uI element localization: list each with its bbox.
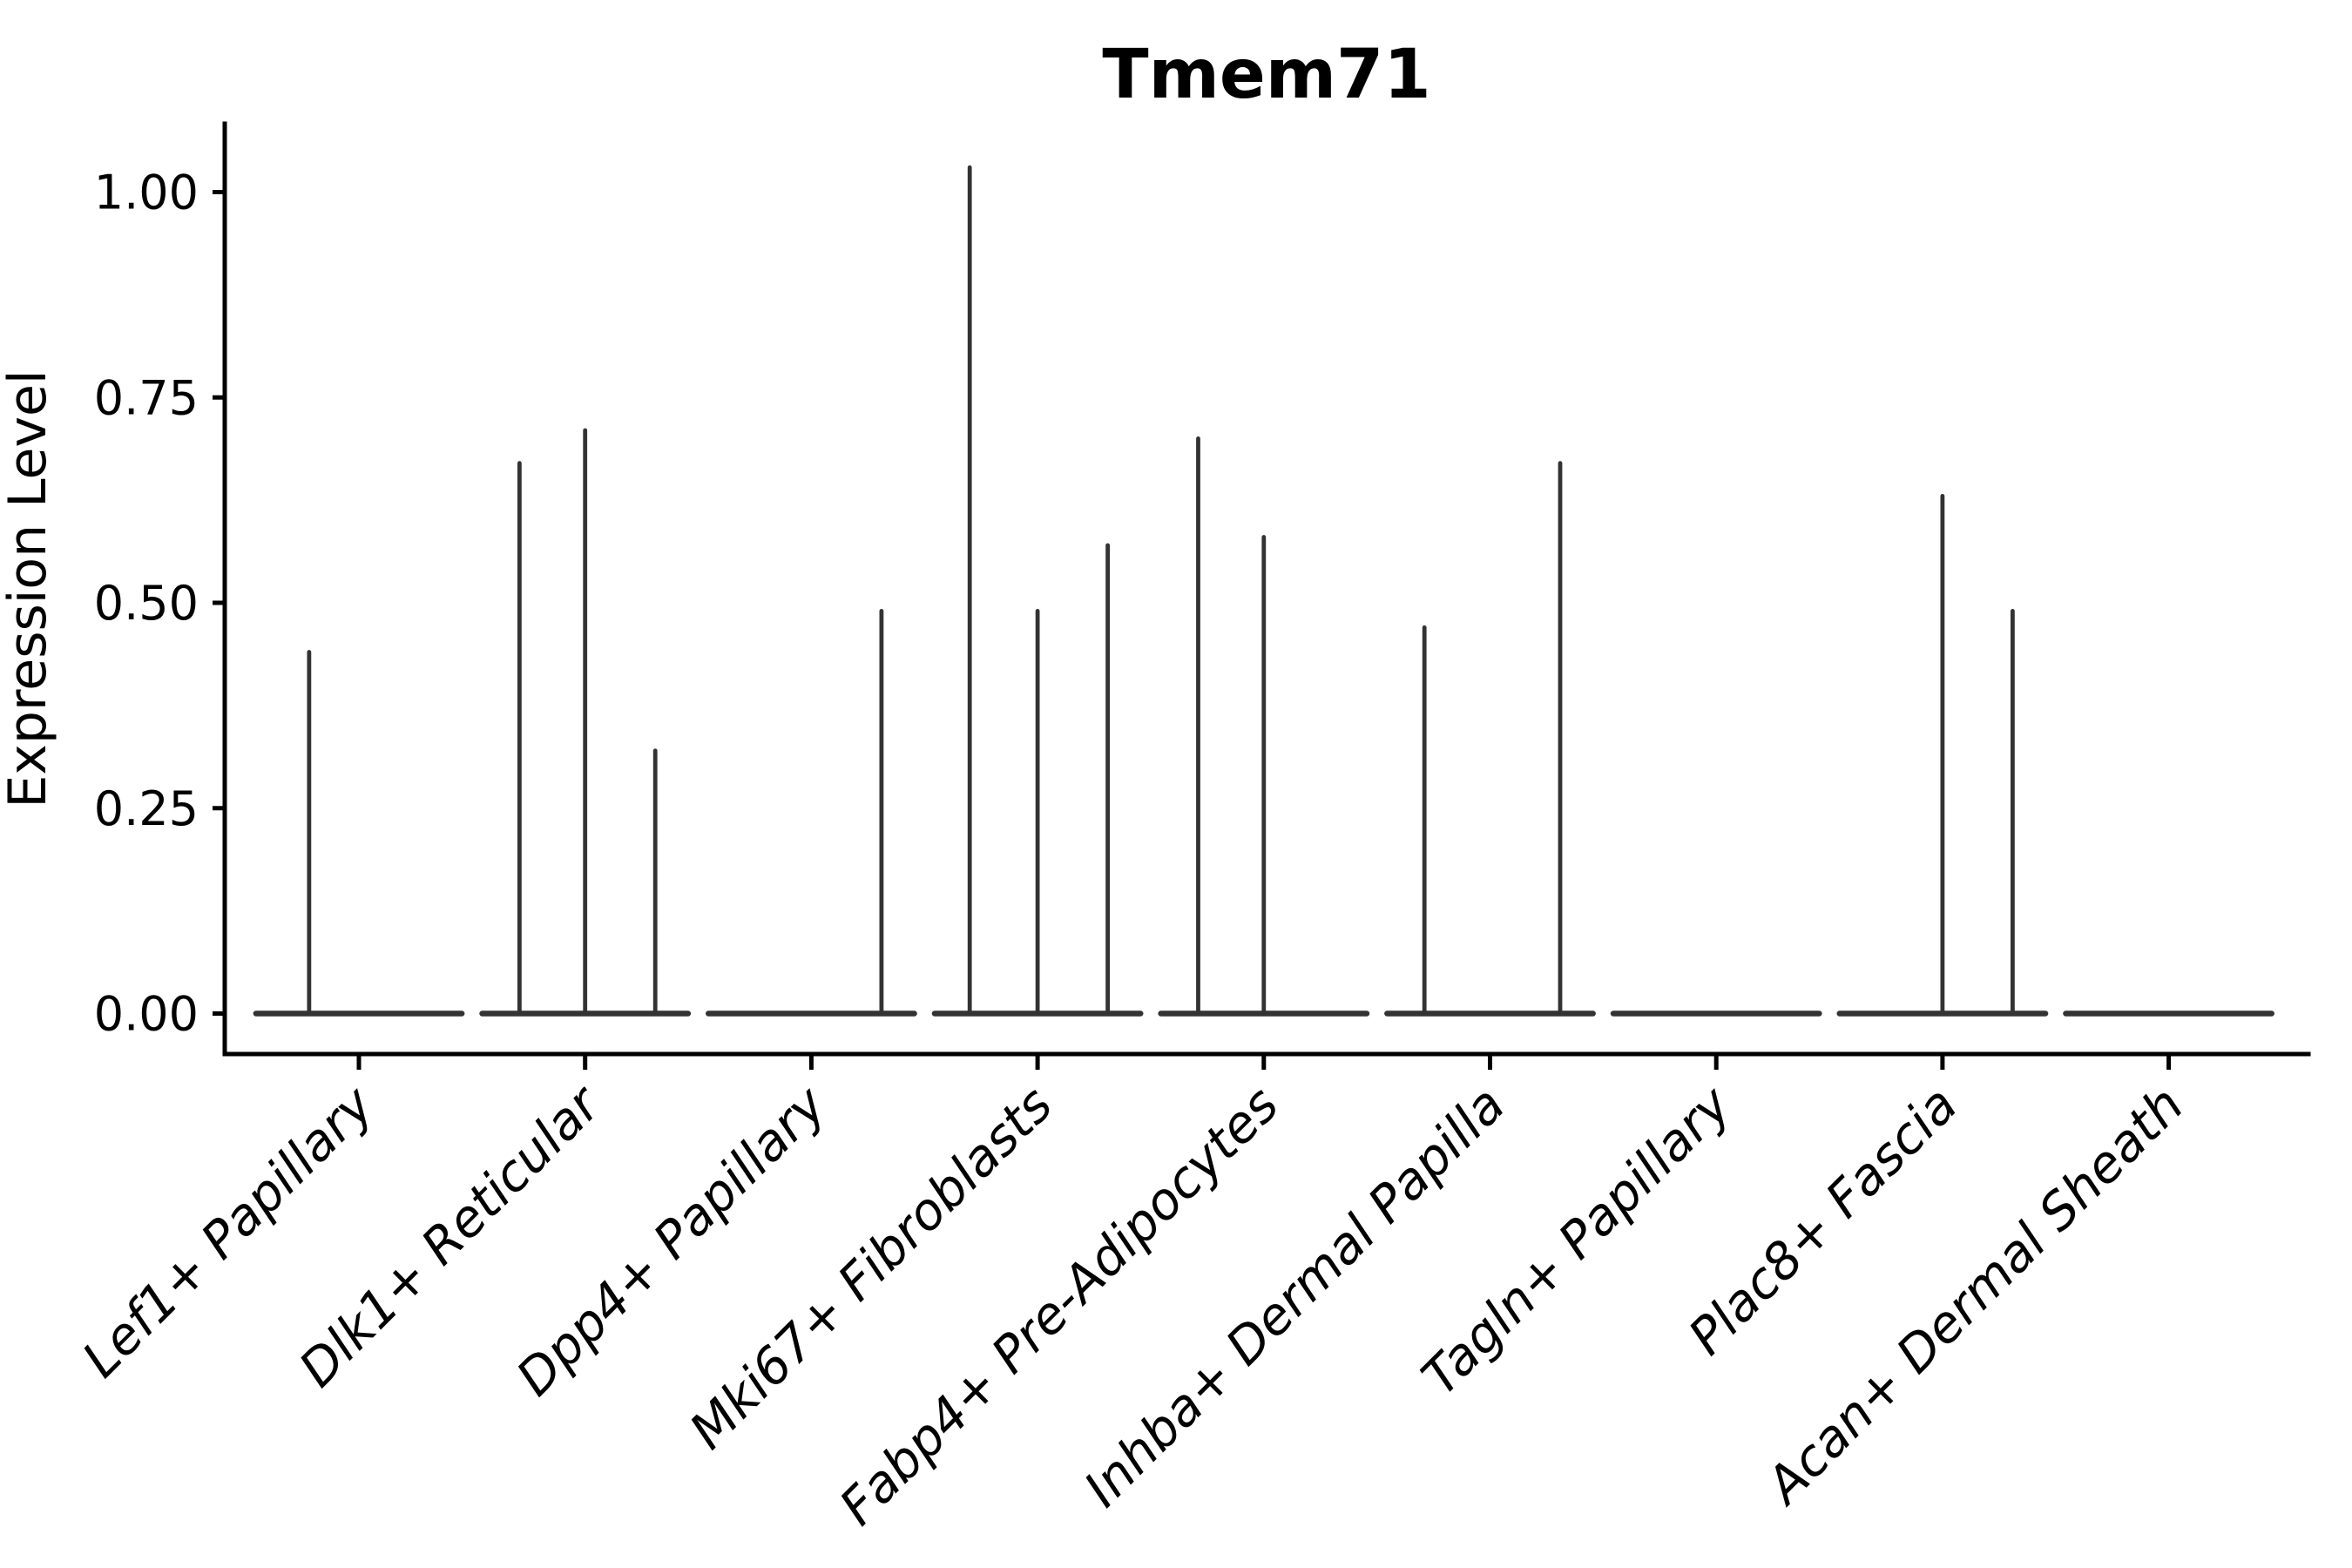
x-tick-label: Mki67+ Fibroblasts: [678, 1075, 1064, 1461]
y-axis-label: Expression Level: [0, 369, 58, 808]
y-tick-label: 0.25: [94, 781, 199, 836]
y-tick-label: 0.75: [94, 370, 199, 425]
y-tick-label: 1.00: [94, 166, 199, 220]
chart-title: Tmem71: [1102, 36, 1430, 114]
y-tick-label: 0.00: [94, 987, 199, 1042]
x-tick-label: Inhba+ Dermal Papilla: [1072, 1075, 1516, 1518]
y-tick-label: 0.50: [94, 576, 199, 631]
x-tick-label: Fabp4+ Pre-Adipocytes: [828, 1075, 1290, 1537]
x-tick-label: Acan+ Dermal Sheath: [1753, 1075, 2195, 1517]
